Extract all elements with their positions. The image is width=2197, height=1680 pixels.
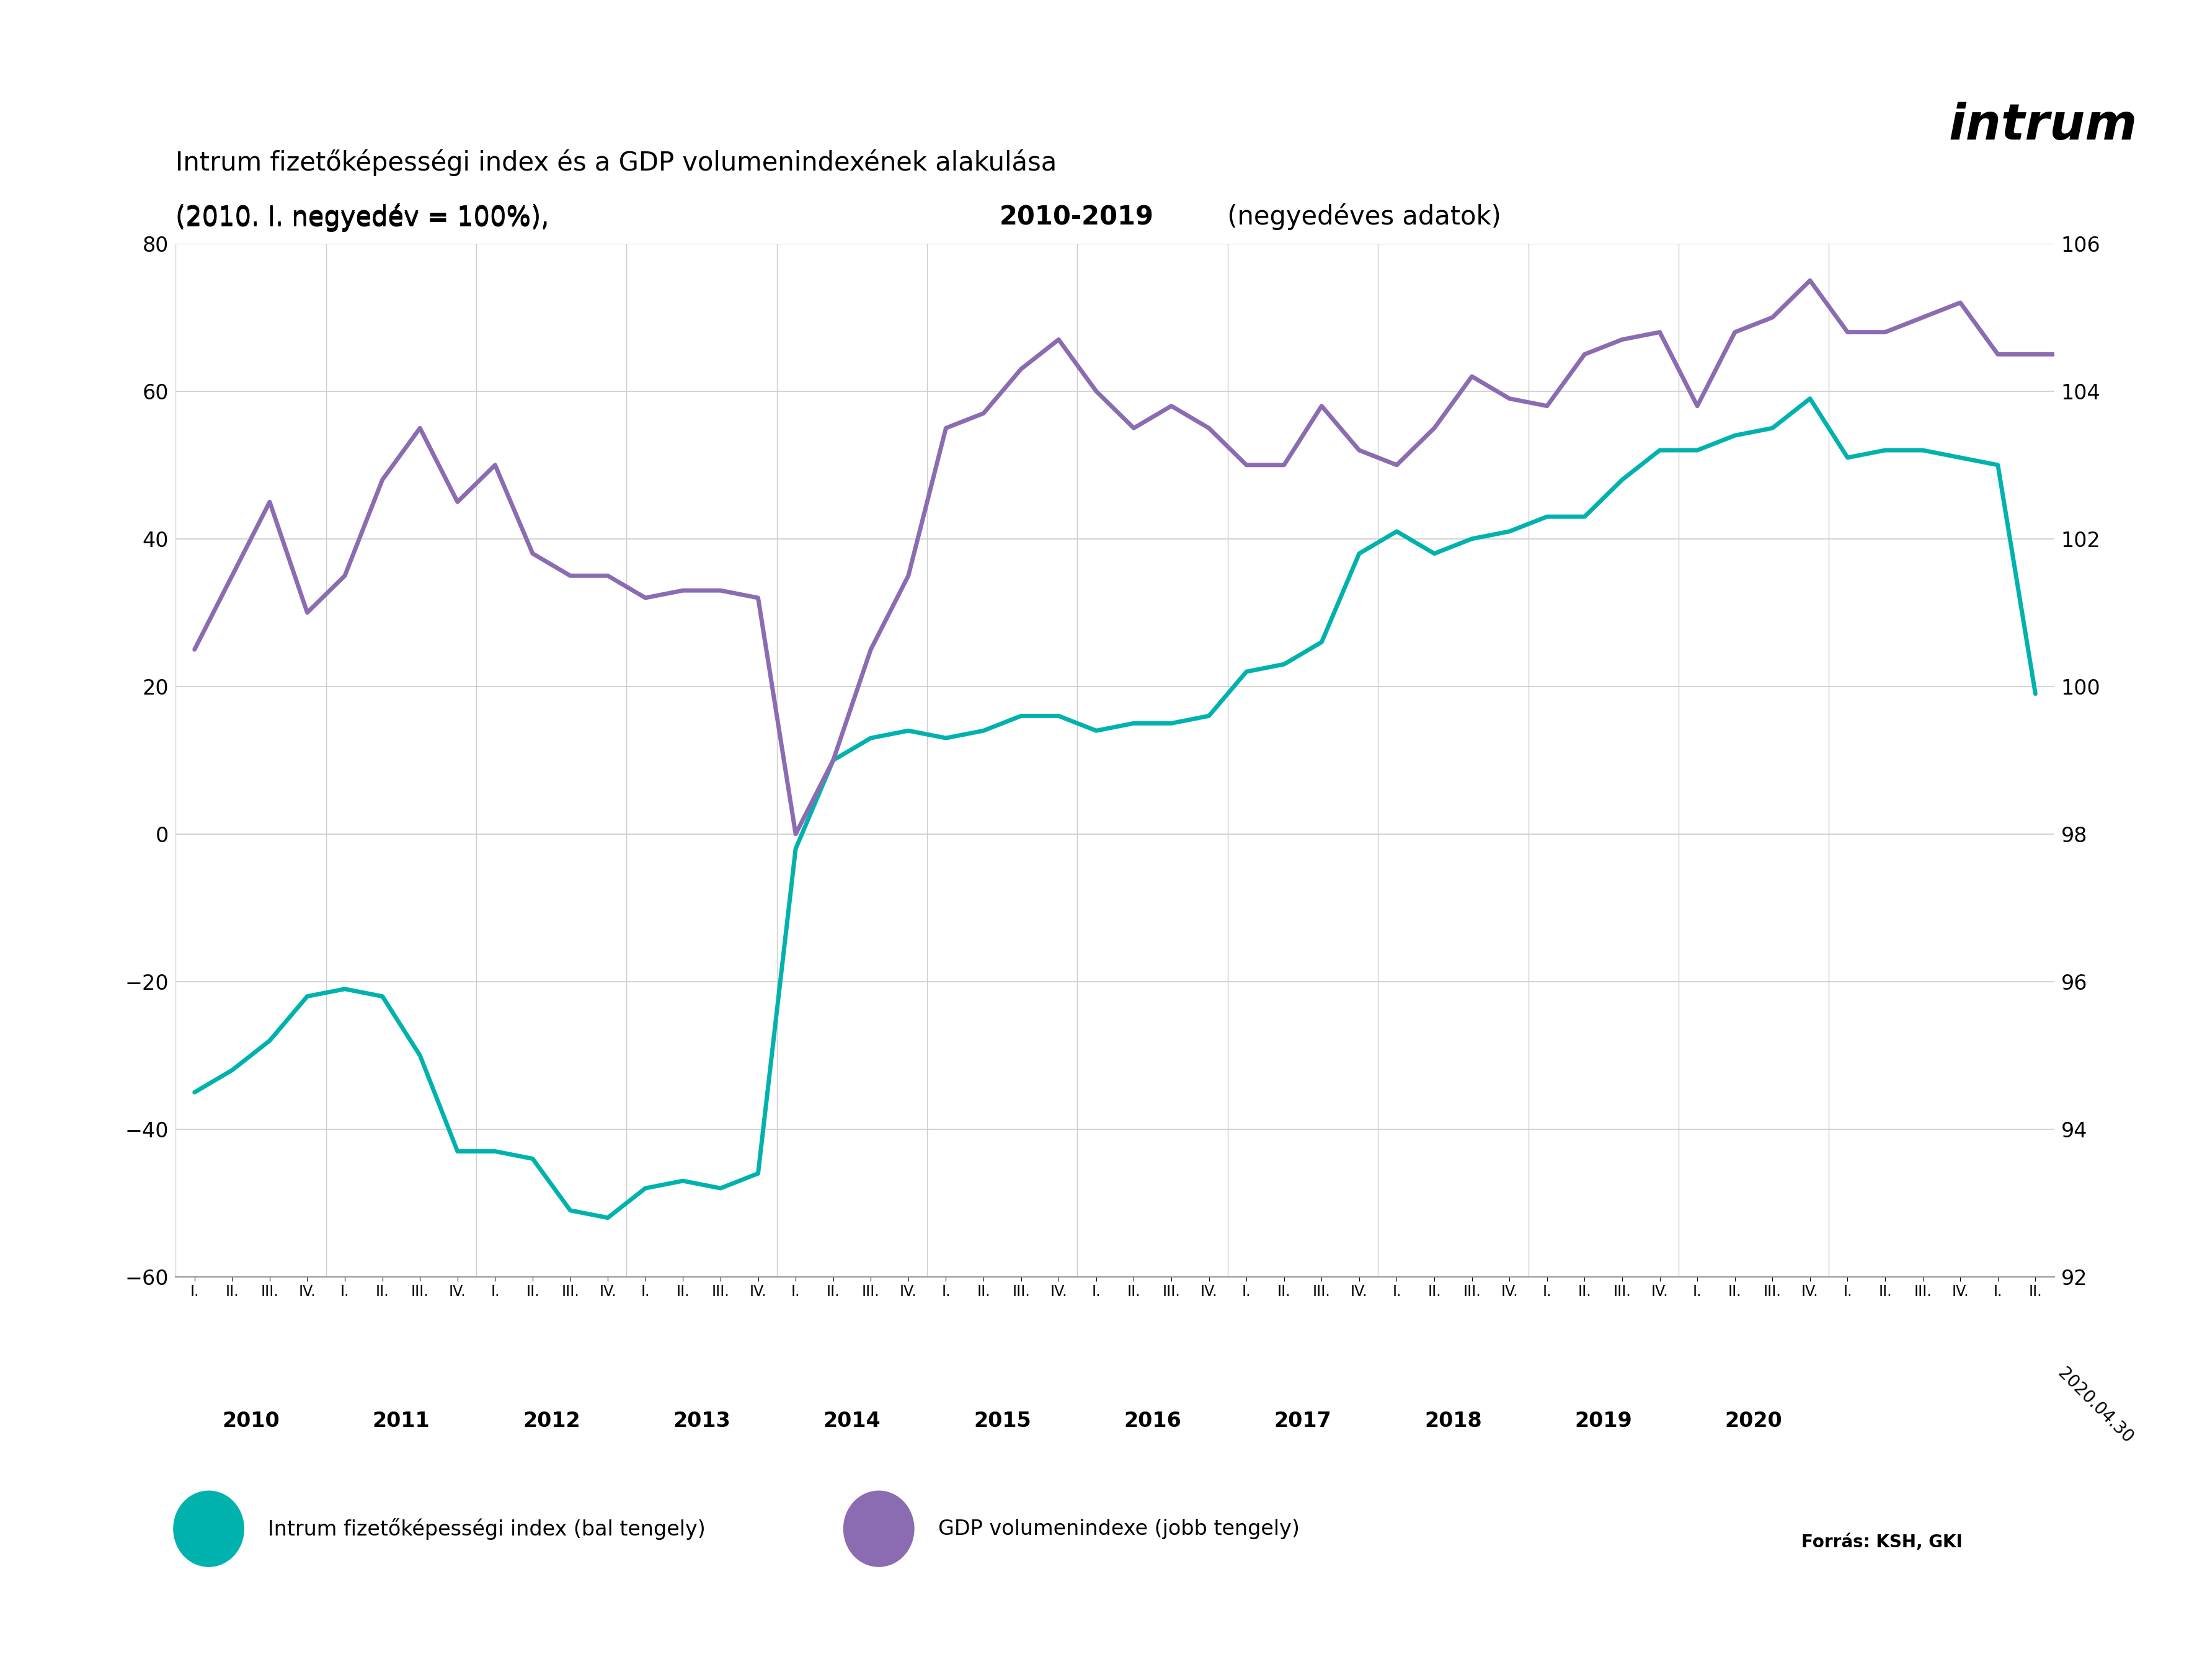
Ellipse shape — [174, 1492, 244, 1566]
Text: 2019: 2019 — [1575, 1411, 1632, 1431]
Text: Intrum fizetőképességi index (bal tengely): Intrum fizetőképességi index (bal tengel… — [268, 1519, 705, 1539]
Ellipse shape — [844, 1492, 914, 1566]
Text: 2020.04.30: 2020.04.30 — [2054, 1364, 2135, 1446]
Text: GDP volumenindexe (jobb tengely): GDP volumenindexe (jobb tengely) — [938, 1519, 1301, 1539]
Text: 2014: 2014 — [824, 1411, 881, 1431]
Text: 2018: 2018 — [1424, 1411, 1481, 1431]
Text: intrum: intrum — [1949, 102, 2138, 150]
Text: Intrum fizetőképességi index és a GDP volumenindexének alakulása: Intrum fizetőképességi index és a GDP vo… — [176, 150, 1057, 176]
Text: (negyedéves adatok): (negyedéves adatok) — [1219, 203, 1501, 230]
Text: 2013: 2013 — [672, 1411, 729, 1431]
Text: (2010. I. negyedév = 100%),: (2010. I. negyedév = 100%), — [176, 203, 558, 230]
Text: 2010: 2010 — [222, 1411, 279, 1431]
Text: 2016: 2016 — [1125, 1411, 1182, 1431]
Text: 2017: 2017 — [1274, 1411, 1331, 1431]
Text: 2020: 2020 — [1725, 1411, 1782, 1431]
Text: 2015: 2015 — [973, 1411, 1030, 1431]
Text: 2011: 2011 — [373, 1411, 431, 1431]
Text: (2010. I. negyedév = 100%),: (2010. I. negyedév = 100%), — [176, 205, 558, 232]
Text: 2012: 2012 — [523, 1411, 580, 1431]
Text: Forrás: KSH, GKI: Forrás: KSH, GKI — [1802, 1534, 1962, 1551]
Text: 2010-2019: 2010-2019 — [1000, 203, 1153, 230]
